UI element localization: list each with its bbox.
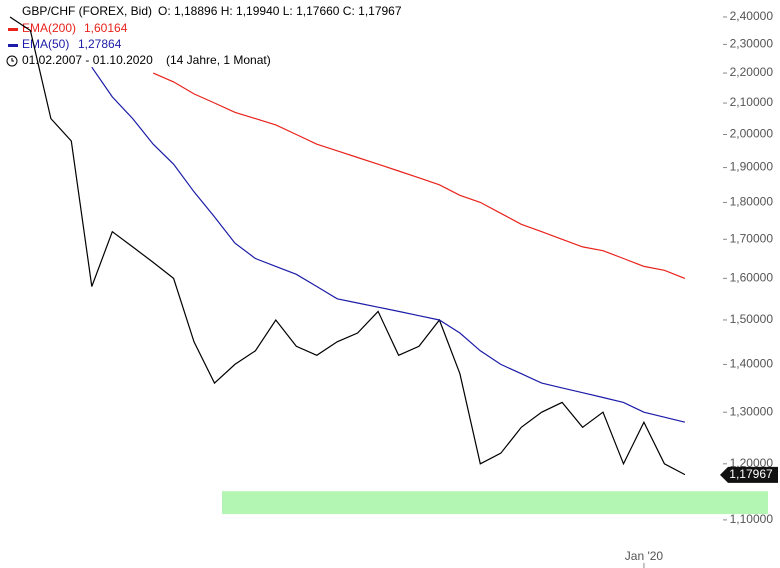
clock-hand [11, 58, 14, 62]
series-line [9, 16, 686, 476]
legend-title: GBP/CHF (FOREX, Bid) [22, 4, 152, 18]
legend-swatch [8, 44, 18, 47]
period-note: (14 Jahre, 1 Monat) [166, 53, 271, 67]
y-tick-label: 1,30000 [730, 404, 774, 418]
y-tick-label: 1,60000 [730, 271, 774, 285]
series-line [91, 66, 686, 423]
legend-value: 1,27864 [78, 37, 122, 51]
legend-entry: EMA(50) [22, 37, 69, 51]
y-tick-label: 1,40000 [730, 357, 774, 371]
price-tag [720, 466, 778, 483]
y-tick-label: 2,40000 [730, 9, 774, 23]
y-tick-label: 2,20000 [730, 65, 774, 79]
clock-icon [6, 55, 18, 67]
price-tag-label: 1,17967 [729, 467, 773, 481]
y-tick-label: 1,80000 [730, 195, 774, 209]
y-tick-label: 1,50000 [730, 312, 774, 326]
x-tick-label: Jan '20 [625, 549, 664, 563]
legend-swatch [8, 28, 18, 31]
y-tick-label: 1,70000 [730, 231, 774, 245]
y-tick-label: 1,20000 [730, 456, 774, 470]
support-zone [222, 491, 768, 515]
legend: GBP/CHF (FOREX, Bid) O: 1,18896 H: 1,199… [6, 4, 402, 67]
plot: 1,10000 1,20000 1,30000 1,40000 1,50000 1,600… [9, 9, 778, 568]
quote: O: 1,18896 H: 1,19940 L: 1,17660 C: 1,17… [158, 4, 402, 18]
legend-value: 1,60164 [84, 21, 128, 35]
y-tick-label: 2,10000 [730, 95, 774, 109]
legend-entry: EMA(200) [22, 21, 76, 35]
y-tick-label: 1,10000 [730, 512, 774, 526]
y-tick-label: 1,90000 [730, 160, 774, 174]
y-tick-label: 2,00000 [730, 127, 774, 141]
period: 01.02.2007 - 01.10.2020 [22, 53, 153, 67]
y-tick-label: 2,30000 [730, 37, 774, 51]
series-line [152, 72, 686, 279]
